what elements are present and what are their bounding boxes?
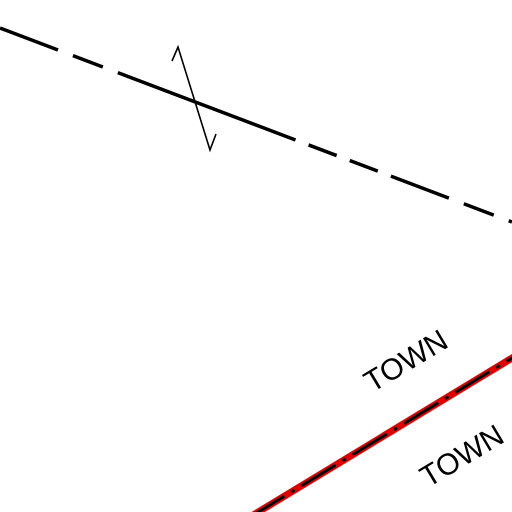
- break-symbol: [171, 44, 217, 153]
- boundary-line: [0, 26, 512, 224]
- town-boundary-dashes: [255, 356, 512, 512]
